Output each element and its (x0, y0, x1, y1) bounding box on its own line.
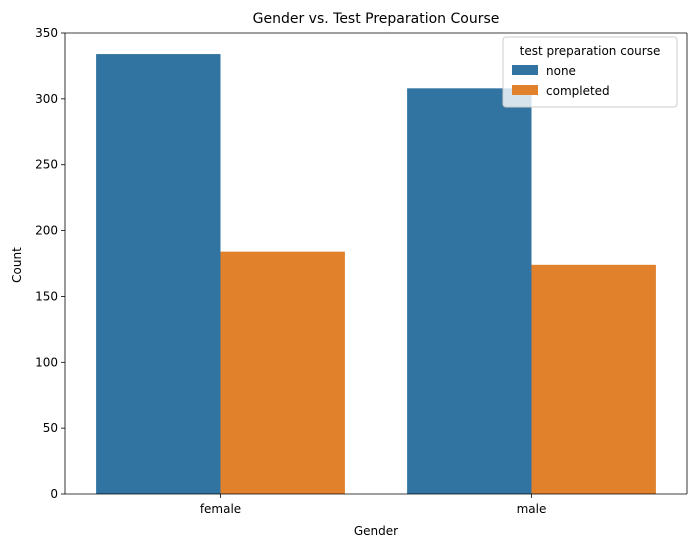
legend-label-none: none (546, 64, 576, 78)
legend-label-completed: completed (546, 84, 610, 98)
legend-frame (502, 36, 678, 108)
y-tick-label: 150 (35, 289, 58, 303)
x-tick-label: female (200, 502, 241, 516)
bar-female-completed (220, 251, 345, 494)
legend-items: none completed (512, 64, 610, 98)
legend-swatch-completed (512, 85, 538, 95)
chart-title: Gender vs. Test Preparation Course (253, 11, 500, 27)
bar-female-none (96, 54, 221, 495)
axes-group: 0 50 100 150 200 250 300 350 female male (35, 26, 688, 516)
x-tick-label: male (517, 502, 547, 516)
y-tick-label: 0 (50, 487, 58, 501)
y-tick-label: 50 (43, 421, 58, 435)
bar-male-completed (531, 264, 656, 494)
y-tick-label: 100 (35, 355, 58, 369)
bars-group (96, 54, 656, 495)
y-tick-label: 200 (35, 224, 58, 238)
y-tick-label: 250 (35, 158, 58, 172)
legend: test preparation course none completed (502, 36, 678, 108)
x-axis-label: Gender (354, 524, 398, 538)
y-tick-label: 300 (35, 92, 58, 106)
bar-male-none (407, 88, 532, 494)
y-tick-label: 350 (35, 26, 58, 40)
y-axis-label: Count (10, 247, 24, 283)
legend-title: test preparation course (520, 44, 661, 58)
legend-swatch-none (512, 65, 538, 75)
